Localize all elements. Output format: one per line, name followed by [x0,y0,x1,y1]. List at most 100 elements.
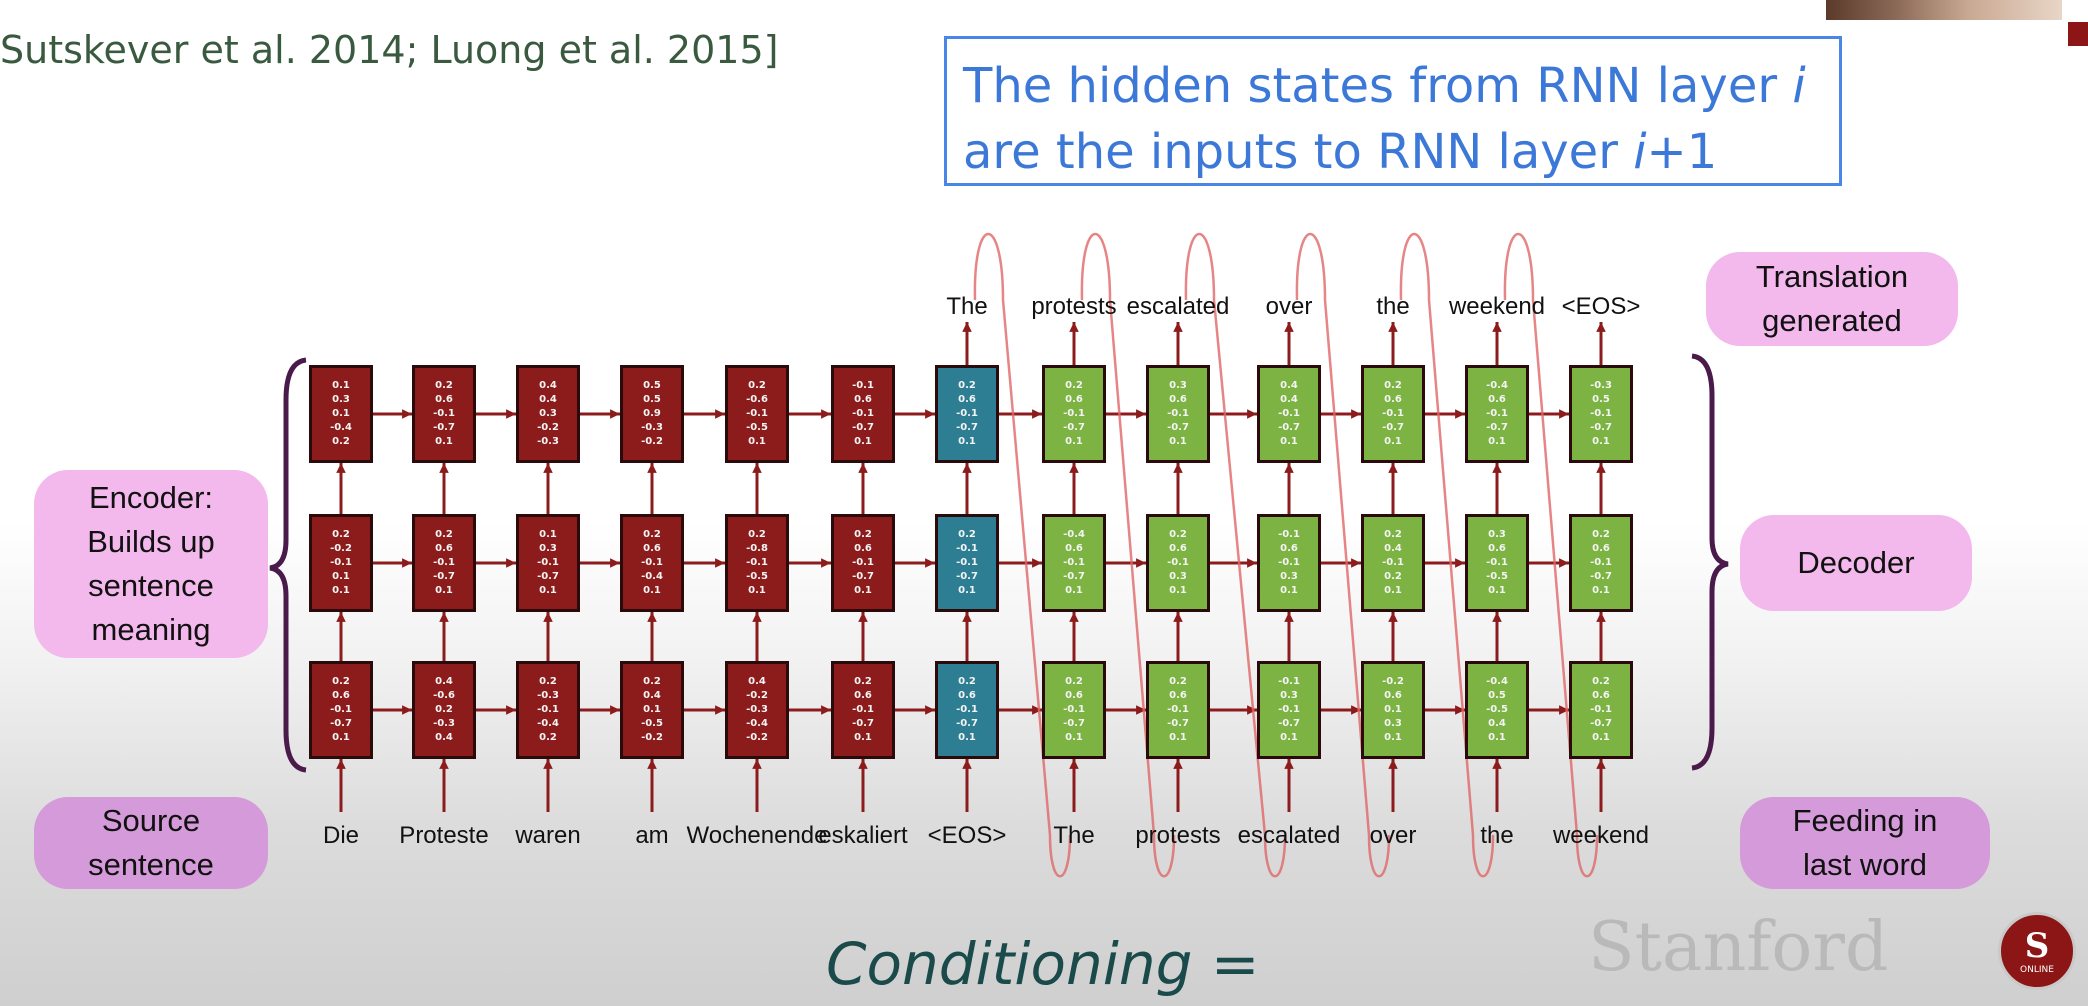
webcam-edge [2068,22,2088,46]
cell-value: -0.7 [1590,718,1612,729]
decoder-label-text: Decoder [1797,545,1915,580]
encoder-label-line: sentence [88,568,214,603]
cell-value: 0.1 [1065,732,1083,743]
hidden-state-cell: 0.2 0.6 -0.1 -0.7 0.1 [831,661,895,759]
cell-value: 0.1 [958,436,976,447]
cell-value: 0.6 [1169,394,1187,405]
hidden-state-cell: 0.2 0.6 -0.1 -0.7 0.1 [1042,661,1106,759]
cell-value: -0.1 [956,557,978,568]
cell-value: -0.4 [746,718,768,729]
cell-value: 0.6 [332,690,350,701]
cell-value: 0.3 [332,394,350,405]
arrowhead [715,409,725,419]
arrowhead [336,463,346,473]
cell-value: -0.1 [1382,408,1404,419]
input-word: Die [322,822,360,849]
arrowhead [402,558,412,568]
cell-value: -0.2 [537,422,559,433]
arrowhead [1136,705,1146,715]
cell-value: 0.1 [958,732,976,743]
cell-value: -0.1 [1486,408,1508,419]
cell-value: 0.2 [539,676,557,687]
arrowhead [715,705,725,715]
arrowhead [1492,759,1502,769]
arrowhead [1284,463,1294,473]
arrowhead [610,558,620,568]
cell-value: -0.1 [852,704,874,715]
arrowhead [1351,409,1361,419]
input-word: <EOS> [927,822,1007,849]
cell-value: -0.7 [852,718,874,729]
hidden-state-cell: 0.4 -0.2 -0.3 -0.4 -0.2 [725,661,789,759]
hidden-state-cell: 0.2 0.6 -0.1 0.3 0.1 [1146,514,1210,612]
cell-value: -0.1 [537,557,559,568]
encoder-label-line: meaning [91,612,211,647]
arrowhead [962,759,972,769]
cell-value: 0.1 [643,585,661,596]
cell-value: 0.3 [1169,571,1187,582]
cell-value: -0.1 [852,380,874,391]
cell-value: 0.1 [539,529,557,540]
cell-value: 0.2 [1384,529,1402,540]
cell-value: 0.2 [1384,380,1402,391]
output-word: protests [1031,293,1117,320]
cell-value: -0.1 [1590,408,1612,419]
cell-value: 0.1 [748,585,766,596]
feeding-label-line: last word [1802,847,1928,882]
cell-value: -0.4 [330,422,352,433]
arrowhead [1388,759,1398,769]
cell-value: 0.2 [958,380,976,391]
hidden-state-cell: 0.4 -0.6 0.2 -0.3 0.4 [412,661,476,759]
cell-value: -0.1 [956,704,978,715]
cell-value: 0.2 [854,676,872,687]
arrowhead [439,759,449,769]
cell-value: 0.6 [1169,690,1187,701]
arrowhead [962,612,972,622]
cell-value: 0.2 [643,529,661,540]
cell-value: 0.6 [1280,543,1298,554]
cell-value: -0.1 [1590,704,1612,715]
feedback-loops [973,233,1599,878]
arrowhead [925,705,935,715]
arrowhead [1173,759,1183,769]
feeding-label: Feeding in last word [1740,797,1990,889]
cell-value: -0.1 [956,543,978,554]
arrowhead [821,705,831,715]
cell-value: 0.6 [854,690,872,701]
cell-value: -0.4 [641,571,663,582]
hidden-state-cell: 0.1 0.3 -0.1 -0.7 0.1 [516,514,580,612]
hidden-state-cell: -0.1 0.3 -0.1 -0.7 0.1 [1257,661,1321,759]
stanford-wordmark: Stanford [1588,908,1889,987]
hidden-state-cell: 0.4 0.4 -0.1 -0.7 0.1 [1257,365,1321,463]
arrowhead [752,759,762,769]
arrowhead [543,612,553,622]
cell-value: -0.3 [537,436,559,447]
cell-value: -0.1 [433,408,455,419]
cell-value: -0.2 [1382,676,1404,687]
cell-value: -0.1 [330,704,352,715]
arrowhead [439,463,449,473]
arrowhead [1173,463,1183,473]
arrowhead [821,409,831,419]
arrowhead [1559,409,1569,419]
hidden-state-cell: -0.1 0.6 -0.1 0.3 0.1 [1257,514,1321,612]
cell-value: -0.1 [1590,557,1612,568]
hidden-state-cell: -0.3 0.5 -0.1 -0.7 0.1 [1569,365,1633,463]
cell-value: 0.5 [643,394,661,405]
cell-value: -0.1 [641,557,663,568]
cell-value: -0.7 [1063,718,1085,729]
cell-value: 0.1 [1384,436,1402,447]
cell-value: 0.2 [854,529,872,540]
webcam-thumbnail [1826,0,2062,20]
hidden-state-cell: 0.2 0.6 -0.1 -0.4 0.1 [620,514,684,612]
cell-value: 0.1 [1592,436,1610,447]
cell-value: 0.1 [643,704,661,715]
cell-value: -0.1 [746,408,768,419]
cell-value: -0.7 [1167,718,1189,729]
cell-value: -0.8 [746,543,768,554]
cell-value: 0.6 [435,394,453,405]
cell-value: 0.2 [643,676,661,687]
arrowhead [1596,759,1606,769]
cell-value: 0.1 [1592,585,1610,596]
